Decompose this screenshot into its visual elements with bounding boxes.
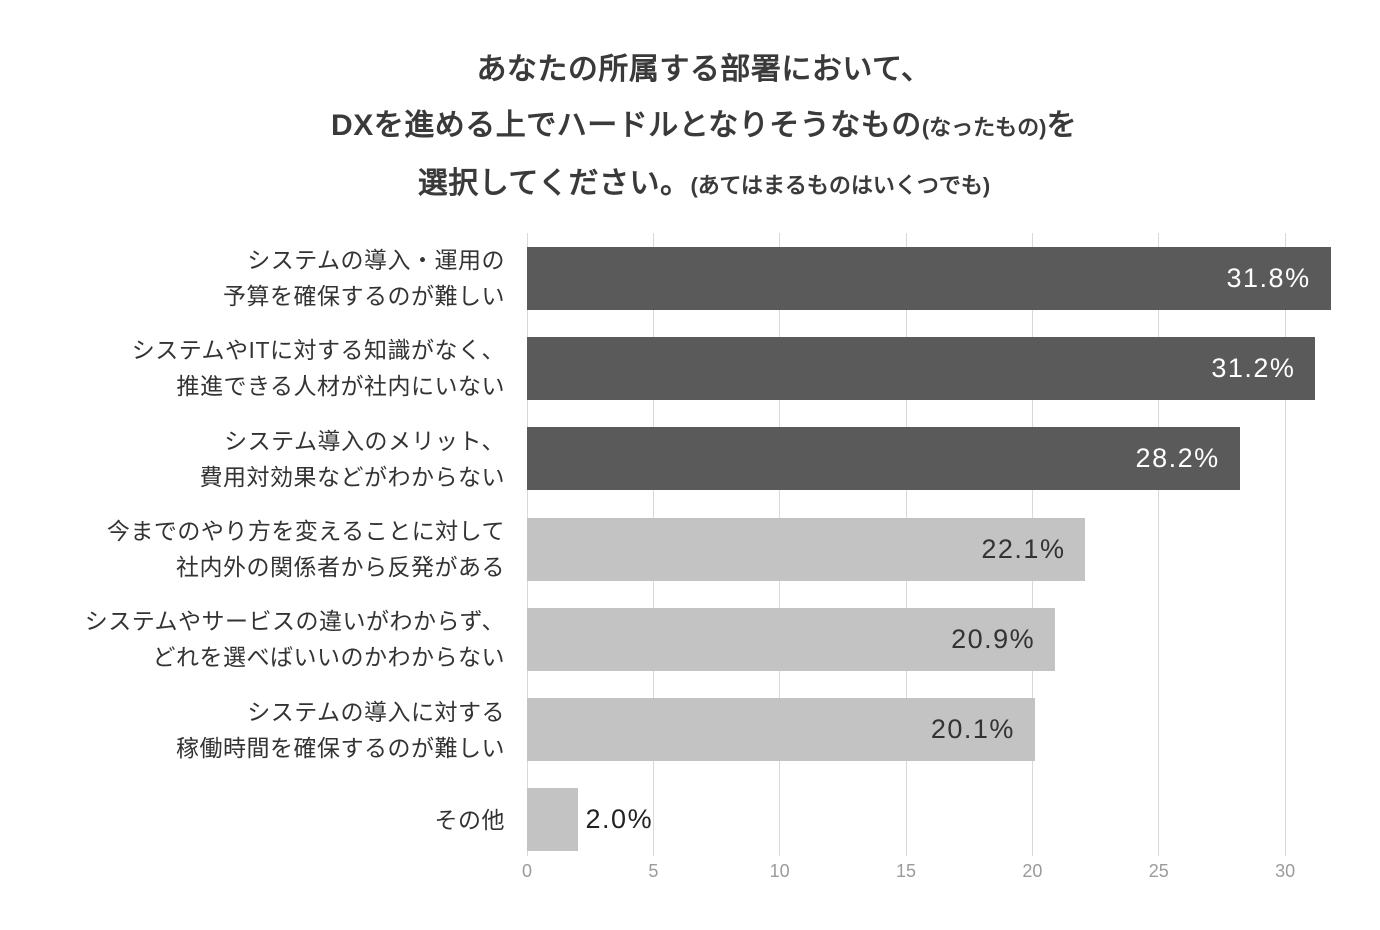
bar-value: 2.0% [585, 804, 654, 835]
bar: 20.9% [527, 607, 1056, 671]
category-label-line: 予算を確保するのが難しい [223, 283, 505, 310]
category-label: システムやサービスの違いがわからず、どれを選べばいいのかわからない [0, 594, 505, 684]
category-label-line: 費用対効果などがわからない [199, 463, 505, 490]
bar: 31.8% [527, 246, 1331, 310]
bar: 22.1% [527, 517, 1086, 581]
category-label: システムの導入・運用の予算を確保するのが難しい [0, 233, 505, 323]
bar: 28.2% [527, 427, 1240, 491]
category-label-line: システムやITに対する知識がなく、 [131, 337, 505, 364]
category-label-line: システムの導入・運用の [247, 247, 505, 274]
category-label-line: システム導入のメリット、 [224, 427, 505, 454]
x-tick-label-15: 15 [896, 861, 917, 881]
x-tick-label-20: 20 [1022, 861, 1043, 881]
bar-value: 28.2% [1135, 443, 1220, 474]
category-label-line: システムの導入に対する [247, 698, 505, 725]
chart-title: あなたの所属する部署において、 DXを進める上でハードルとなりそうなもの(なった… [0, 42, 1380, 214]
category-label-line: どれを選べばいいのかわからない [152, 644, 505, 671]
chart-title-line2: DXを進める上でハードルとなりそうなもの(なったもの)を [331, 109, 1077, 142]
chart-title-line3: 選択してください。(あてはまるものはいくつでも) [417, 167, 991, 200]
category-label: システムの導入に対する稼働時間を確保するのが難しい [0, 685, 505, 775]
x-tick-label-5: 5 [648, 861, 659, 881]
bar: 31.2% [527, 336, 1316, 400]
bar: 20.1% [527, 698, 1035, 762]
category-label-line: 今までのやり方を変えることに対して [106, 518, 505, 545]
category-label-line: 社内外の関係者から反発がある [176, 554, 505, 581]
x-tick-label-30: 30 [1275, 861, 1296, 881]
category-label: システムやITに対する知識がなく、推進できる人材が社内にいない [0, 323, 505, 413]
category-label: システム導入のメリット、費用対効果などがわからない [0, 414, 505, 504]
bar-value: 20.9% [951, 623, 1036, 654]
chart-title-line1: あなたの所属する部署において、 [476, 53, 932, 86]
bar-value: 20.1% [930, 714, 1015, 745]
gridline-x-30 [1284, 233, 1286, 856]
gridline-x-25 [1158, 233, 1160, 856]
bar [527, 788, 578, 852]
bar-value: 22.1% [981, 533, 1066, 564]
category-label-line: システムやサービスの違いがわからず、 [84, 608, 505, 635]
category-label-line: その他 [434, 806, 505, 833]
category-label: 今までのやり方を変えることに対して社内外の関係者から反発がある [0, 504, 505, 594]
bar-value: 31.2% [1211, 352, 1296, 383]
x-tick-label-0: 0 [521, 861, 532, 881]
category-label-line: 推進できる人材が社内にいない [176, 373, 505, 400]
category-label: その他 [0, 775, 505, 865]
x-tick-label-25: 25 [1148, 861, 1169, 881]
bar-value: 31.8% [1226, 262, 1311, 293]
category-label-line: 稼働時間を確保するのが難しい [176, 734, 505, 761]
x-tick-label-10: 10 [769, 861, 790, 881]
